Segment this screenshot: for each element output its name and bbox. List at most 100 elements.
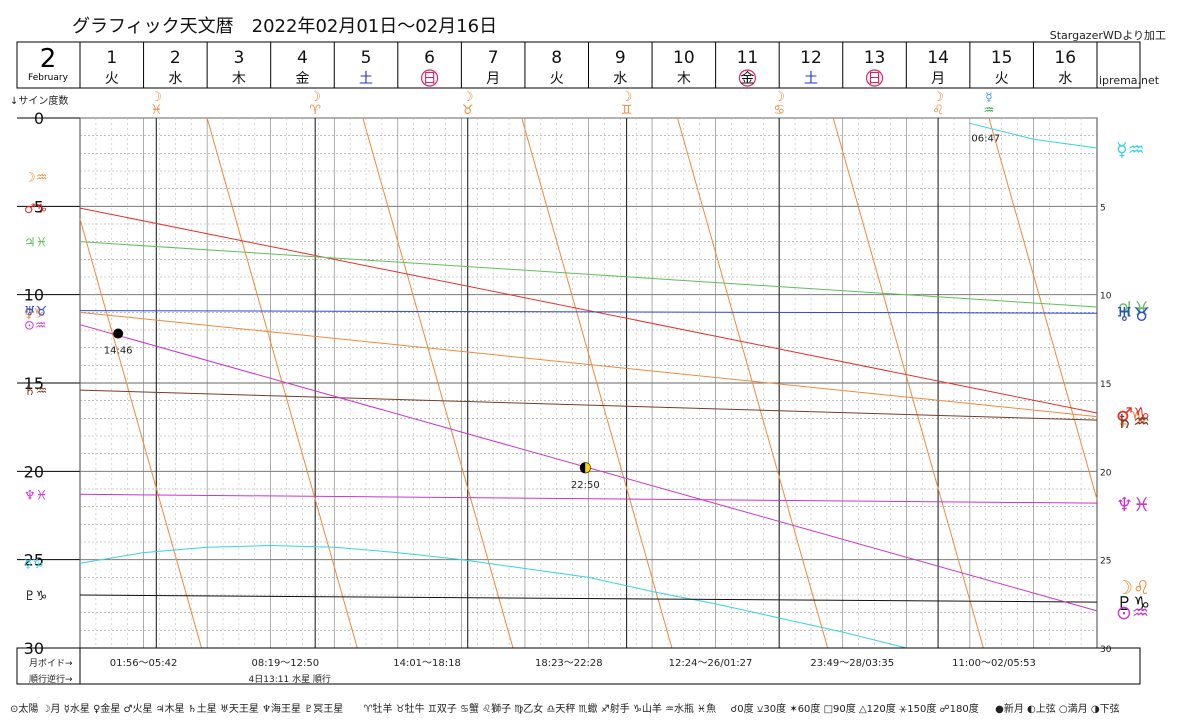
weekday: 木 [232,71,246,87]
weekday: 土 [804,71,818,87]
planet-label-left: ♅♉ [24,305,47,320]
planet-line [79,207,1098,414]
planet-label-right: ♀♑ [1116,408,1147,430]
moon-ingress-sign: ♌ [932,103,944,118]
moon-line [206,117,358,649]
planet-label-left: ♇♑ [24,589,47,604]
weekday: 水 [1058,71,1072,87]
time-label: 14:46 [104,346,133,357]
moon-ingress-moon: ☽ [621,90,633,105]
moon-label-right: ☽♌ [1116,577,1150,599]
legend-signs: ♈牡羊 ♉牡牛 ♊双子 ♋蟹 ♌獅子 ♍乙女 ♎天秤 ♏蠍 ♐射手 ♑山羊 ♒水… [363,704,717,715]
y-tick-left: 15 [24,374,44,393]
planet-line [79,389,1098,421]
day-number: 10 [673,48,695,68]
legend-planets: ⊙太陽 ☽月 ☿水星 ♀金星 ♂火星 ♃木星 ♄土星 ♅天王星 ♆海王星 ♇冥王… [10,704,344,715]
void-period: 12:24～26/01:27 [669,658,753,669]
day-number: 15 [991,48,1013,68]
void-period: 23:49～28/03:35 [810,658,894,669]
moon-line [832,117,984,649]
y-axis-label: ↓サイン度数 [10,94,68,107]
legend: ⊙太陽 ☽月 ☿水星 ♀金星 ♂火星 ♃木星 ♄土星 ♅天王星 ♆海王星 ♇冥王… [10,700,1120,715]
y-tick-left: 5 [34,197,44,216]
mercury-ingress-glyph: ☿ [985,90,992,104]
time-label: 22:50 [571,480,600,491]
holiday-circle [865,69,884,87]
time-label: 06:47 [971,134,1000,145]
y-tick-left: 0 [34,109,44,128]
moon-ingress-moon: ☽ [309,90,321,105]
void-period: 18:23～22:28 [535,658,603,669]
credit-text: StargazerWDより加工 [1049,29,1166,42]
planet-label-right: ⊙♒ [1116,602,1149,624]
void-row-label: 月ボイド→ [29,658,73,669]
weekday: 火 [105,71,119,87]
day-number: 5 [361,48,372,68]
weekday: 金 [740,71,754,87]
y-tick-right: 20 [1100,468,1112,478]
page-title: グラフィック天文暦 2022年02月01日～02月16日 [72,16,498,37]
weekday: 土 [359,71,373,87]
planet-line [79,493,1098,504]
weekday: 水 [613,71,627,87]
ephemeris-chart: 2February1火2水3木4金5土6日7月8火9水10木11金12土13日1… [10,41,1160,685]
month-name: February [28,73,69,83]
y-tick-right: 5 [1100,203,1106,213]
void-period: 08:19～12:50 [251,658,319,669]
moon-ingress-sign: ♓ [150,103,162,118]
moon-line [521,117,673,649]
day-number: 7 [488,48,499,68]
void-period: 14:01～18:18 [393,658,461,669]
y-tick-right: 30 [1100,645,1112,655]
day-number: 11 [737,48,759,68]
moon-line [79,218,203,649]
moon-label-left: ☽♒ [24,170,47,185]
weekday: 月 [931,71,945,87]
weekday: 日 [423,71,437,87]
planet-line [79,310,1098,314]
planet-label-left: ♄♒ [24,384,47,399]
planet-line [79,594,1098,603]
moon-ingress-moon: ☽ [932,90,944,105]
day-number: 6 [424,48,435,68]
weekday: 水 [168,71,182,87]
planet-label-right: ♇♑ [1116,593,1150,615]
moon-ingress-moon: ☽ [462,90,474,105]
planet-label-right: ♂♑ [1116,404,1150,426]
day-number: 12 [800,48,822,68]
day-number: 16 [1054,48,1076,68]
y-tick-right: 25 [1100,557,1111,567]
holiday-circle [738,69,757,87]
first-quarter-fill [585,462,591,473]
legend-phases: ●新月 ◐上弦 ○満月 ◑下弦 [995,704,1120,715]
moon-ingress-sign: ♈ [309,103,321,118]
weekday: 日 [868,71,882,87]
retro-note: 4日13:11 水星 順行 [249,673,331,685]
y-tick-left: 20 [24,462,44,481]
bottom-frame [16,647,1141,685]
void-period: 01:56～05:42 [110,658,178,669]
planet-line [969,122,1098,149]
day-number: 2 [170,48,181,68]
y-tick-right: 10 [1100,292,1112,302]
header-frame [16,41,1141,89]
planet-label-right: ♃♓ [1116,298,1150,320]
planet-label-right: ♅♉ [1116,304,1150,326]
first-quarter-shade [580,462,586,473]
y-tick-right: 15 [1100,380,1111,390]
new-moon-marker [113,328,124,339]
moon-ingress-moon: ☽ [150,90,162,105]
holiday-circle [420,69,439,87]
day-number: 13 [864,48,886,68]
planet-label-left: ☿♑ [24,557,44,572]
moon-line [677,117,829,649]
planet-line [79,311,1098,418]
void-period: 11:00～02/05:53 [952,658,1036,669]
planet-line [79,241,1098,308]
planet-label-right: ♆♓ [1116,494,1150,516]
day-number: 9 [615,48,626,68]
moon-ingress-sign: ♋ [773,103,785,118]
day-number: 14 [927,48,949,68]
site-label: iprema.net [1099,74,1160,87]
planet-line [79,545,907,649]
